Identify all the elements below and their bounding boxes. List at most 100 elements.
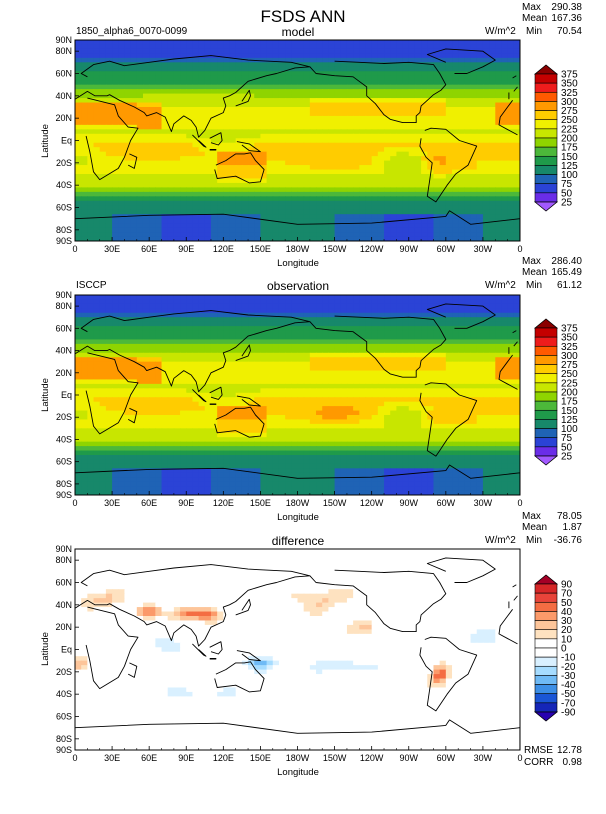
field-cell — [180, 53, 187, 59]
field-cell — [217, 357, 224, 363]
field-cell — [192, 205, 200, 211]
field-cell — [464, 165, 472, 171]
field-cell — [173, 295, 181, 301]
field-cell — [161, 151, 169, 157]
field-cell — [452, 57, 459, 63]
field-cell — [414, 98, 422, 104]
field-cell — [167, 352, 175, 358]
field-cell — [155, 40, 163, 46]
field-cell — [309, 209, 317, 215]
field-cell — [489, 151, 496, 157]
field-cell — [421, 102, 428, 108]
field-cell — [142, 165, 150, 171]
field-cell — [489, 218, 496, 224]
field-cell — [105, 44, 113, 50]
field-cell — [303, 40, 311, 46]
field-cell — [136, 178, 144, 184]
field-cell — [248, 209, 255, 215]
field-cell — [161, 93, 169, 99]
field-cell — [198, 138, 206, 144]
field-cell — [482, 352, 490, 358]
field-cell — [353, 196, 360, 202]
field-cell — [377, 366, 385, 372]
field-cell — [173, 182, 181, 188]
field-cell — [149, 187, 156, 193]
field-cell — [198, 107, 206, 113]
field-cell — [316, 142, 323, 148]
field-cell — [112, 80, 119, 86]
field-cell — [328, 187, 336, 193]
field-cell — [266, 299, 274, 305]
field-cell — [217, 138, 224, 144]
field-cell — [316, 348, 323, 354]
field-cell — [173, 214, 181, 220]
field-cell — [278, 366, 286, 372]
field-cell — [513, 352, 520, 358]
field-cell — [340, 80, 348, 86]
field-cell — [223, 339, 231, 345]
field-cell — [476, 326, 484, 332]
field-cell — [278, 312, 286, 318]
field-cell — [112, 111, 119, 117]
field-cell — [396, 200, 404, 206]
field-cell — [136, 361, 144, 367]
field-cell — [489, 379, 496, 385]
field-cell — [130, 321, 138, 327]
field-cell — [198, 366, 206, 372]
field-cell — [482, 124, 490, 130]
field-cell — [408, 218, 416, 224]
field-cell — [414, 361, 422, 367]
field-cell — [254, 317, 262, 323]
field-cell — [173, 343, 181, 349]
field-cell — [328, 214, 336, 220]
field-cell — [353, 174, 360, 180]
field-cell — [439, 98, 447, 104]
field-cell — [433, 299, 441, 305]
field-cell — [142, 317, 150, 323]
field-cell — [433, 147, 441, 153]
field-cell — [149, 107, 156, 113]
field-cell — [445, 303, 453, 309]
field-cell — [248, 71, 255, 77]
field-cell — [495, 388, 503, 394]
field-cell — [278, 348, 286, 354]
field-cell — [217, 129, 224, 135]
field-cell — [408, 151, 416, 157]
field-cell — [229, 178, 237, 184]
field-cell — [334, 209, 342, 215]
field-cell — [210, 383, 218, 389]
field-cell — [427, 321, 435, 327]
field-cell — [254, 236, 262, 241]
field-cell — [217, 133, 224, 139]
field-cell — [204, 187, 212, 193]
field-cell — [229, 388, 237, 394]
field-cell — [384, 120, 391, 126]
field-cell — [180, 89, 187, 95]
field-cell — [142, 138, 150, 144]
field-cell — [136, 388, 144, 394]
field-cell — [322, 343, 329, 349]
field-cell — [248, 330, 255, 336]
field-cell — [93, 295, 101, 301]
field-cell — [118, 156, 126, 162]
field-cell — [272, 48, 280, 54]
field-cell — [377, 98, 385, 104]
field-cell — [346, 115, 354, 121]
field-cell — [235, 53, 243, 59]
field-cell — [136, 147, 144, 153]
field-cell — [439, 40, 447, 46]
field-cell — [124, 383, 132, 389]
field-cell — [99, 178, 107, 184]
field-cell — [353, 124, 360, 130]
field-cell — [272, 335, 280, 341]
field-cell — [501, 89, 509, 95]
field-cell — [384, 133, 391, 139]
field-cell — [124, 352, 132, 358]
field-cell — [210, 392, 218, 398]
field-cell — [377, 321, 385, 327]
field-cell — [421, 232, 428, 238]
field-cell — [118, 379, 126, 385]
field-cell — [75, 321, 82, 327]
field-cell — [142, 370, 150, 376]
field-cell — [149, 129, 156, 135]
